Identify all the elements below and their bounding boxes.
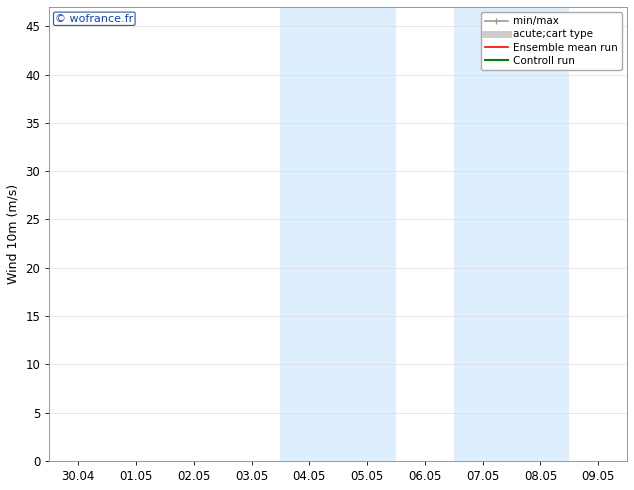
Text: © wofrance.fr: © wofrance.fr: [55, 14, 133, 24]
Bar: [454, 7, 569, 461]
Bar: [280, 7, 396, 461]
Legend: min/max, acute;cart type, Ensemble mean run, Controll run: min/max, acute;cart type, Ensemble mean …: [481, 12, 622, 70]
Y-axis label: Wind 10m (m/s): Wind 10m (m/s): [7, 184, 20, 284]
